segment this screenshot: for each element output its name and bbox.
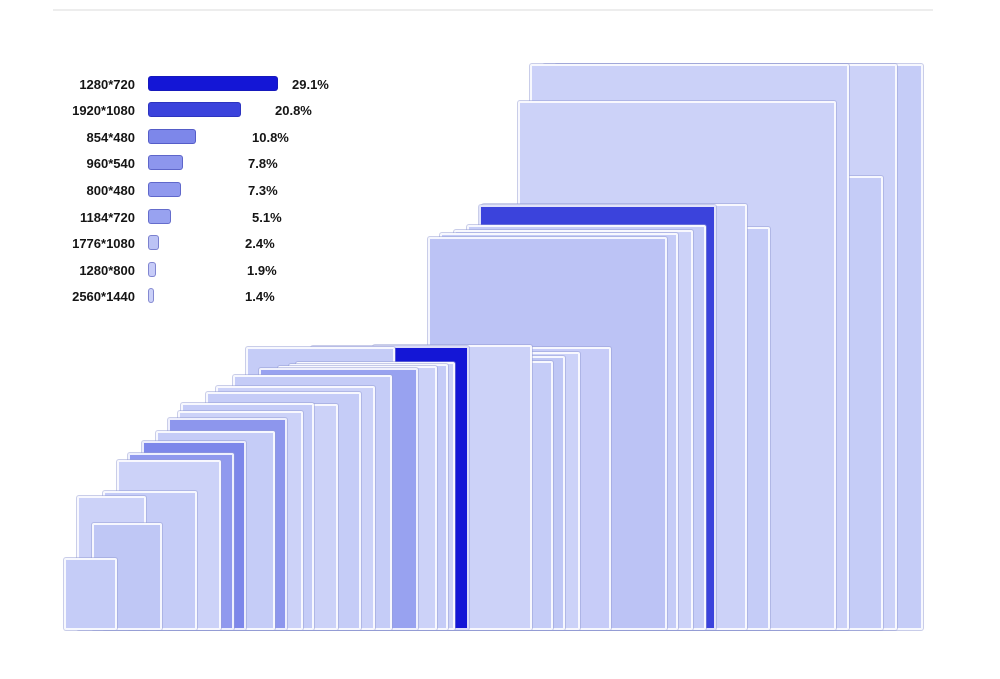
top-divider bbox=[53, 9, 933, 11]
legend-label: 1280*720 bbox=[79, 76, 135, 92]
legend-bar bbox=[148, 261, 157, 277]
legend-row-1184x720: 1184*720 5.1% bbox=[0, 208, 360, 225]
legend-row-2560x1440: 2560*1440 1.4% bbox=[0, 288, 360, 304]
legend-label: 1280*800 bbox=[79, 262, 135, 278]
legend-value: 20.8% bbox=[275, 103, 312, 119]
legend-label: 1184*720 bbox=[80, 209, 135, 225]
legend-bar bbox=[148, 288, 155, 304]
legend-label: 1920*1080 bbox=[72, 103, 135, 119]
legend-label: 800*480 bbox=[86, 182, 135, 198]
legend-row-1280x720: 1280*720 29.1% bbox=[0, 75, 360, 92]
legend-bar bbox=[148, 235, 159, 251]
legend-value: 7.8% bbox=[248, 156, 278, 172]
legend-label: 2560*1440 bbox=[72, 289, 135, 305]
legend-value: 1.9% bbox=[247, 262, 277, 278]
legend-row-1776x1080: 1776*1080 2.4% bbox=[0, 235, 360, 251]
legend-value: 29.1% bbox=[292, 76, 329, 92]
legend-label: 854*480 bbox=[86, 129, 135, 145]
legend-row-800x480: 800*480 7.3% bbox=[0, 181, 360, 198]
legend-row-1280x800: 1280*800 1.9% bbox=[0, 261, 360, 278]
legend-value: 5.1% bbox=[252, 209, 282, 225]
legend: 1280*720 29.1% 1920*1080 20.8% 854*480 1… bbox=[0, 0, 360, 320]
screen-rect-r38 bbox=[64, 558, 117, 630]
legend-bar bbox=[148, 102, 241, 118]
legend-bar bbox=[148, 75, 279, 91]
legend-value: 1.4% bbox=[245, 289, 275, 305]
legend-bar bbox=[148, 181, 181, 197]
legend-label: 1776*1080 bbox=[72, 236, 135, 252]
legend-row-854x480: 854*480 10.8% bbox=[0, 128, 360, 145]
legend-label: 960*540 bbox=[86, 156, 135, 172]
legend-bar bbox=[148, 128, 197, 144]
legend-bar bbox=[148, 155, 183, 171]
legend-value: 2.4% bbox=[245, 236, 275, 252]
legend-value: 7.3% bbox=[248, 182, 278, 198]
legend-value: 10.8% bbox=[252, 129, 289, 145]
legend-bar bbox=[148, 208, 171, 224]
legend-row-1920x1080: 1920*1080 20.8% bbox=[0, 102, 360, 118]
legend-row-960x540: 960*540 7.8% bbox=[0, 155, 360, 171]
